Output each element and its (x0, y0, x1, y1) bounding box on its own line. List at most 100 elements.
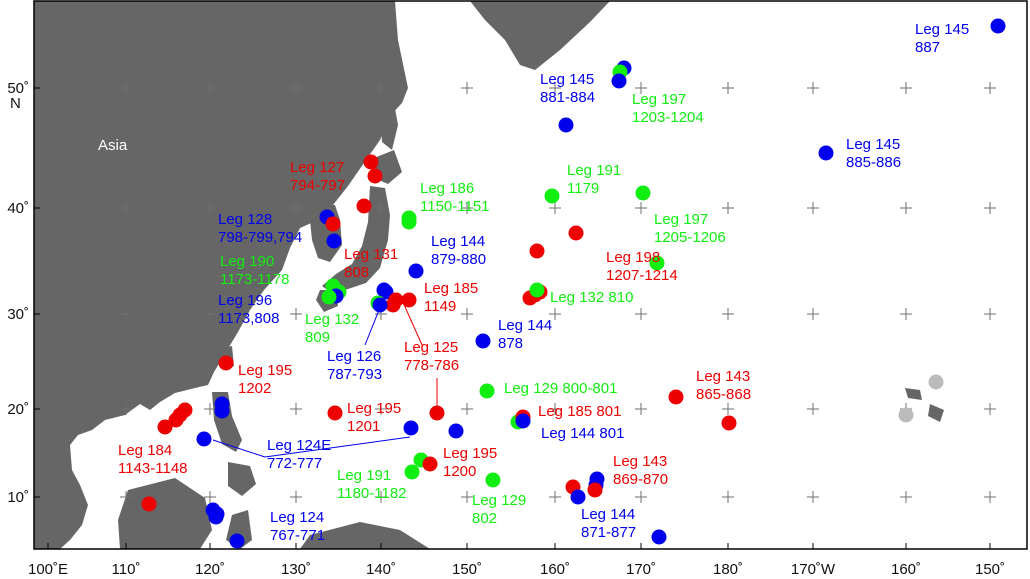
site-marker-blue (196, 431, 212, 447)
site-label: Leg 127 794-797 (290, 159, 345, 194)
y-tick-label: 40˚ (7, 200, 29, 217)
site-marker-green (321, 289, 337, 305)
site-label-line: 879-880 (431, 251, 486, 268)
site-label-line: 1201 (347, 418, 380, 435)
site-marker-red (668, 389, 684, 405)
site-label: Leg 128 798-799,794 (218, 211, 302, 246)
site-label-line: Leg 124E (267, 437, 331, 454)
site-marker-blue (403, 420, 419, 436)
site-label-line: 802 (472, 510, 497, 527)
site-marker-green (485, 472, 501, 488)
site-label-line: Leg 144 (581, 506, 635, 523)
site-label-line: 798-799,794 (218, 229, 302, 246)
site-marker-red (363, 154, 379, 170)
region-label-asia: Asia (98, 137, 128, 154)
y-tick-label: 50˚ (7, 80, 29, 97)
site-marker-blue (378, 284, 394, 300)
site-label-line: Leg 195 (443, 445, 497, 462)
site-label-line: 778-786 (404, 357, 459, 374)
site-label: Leg 124 767-771 (270, 509, 325, 544)
site-label-line: Leg 144 (431, 233, 485, 250)
site-label-line: 1180-1182 (337, 485, 407, 502)
site-label-line: Leg 124 (270, 509, 324, 526)
site-label-line: Leg 198 (606, 249, 660, 266)
site-marker-green (544, 188, 560, 204)
x-tick-label: 160˚ (540, 561, 570, 578)
site-marker-green (635, 185, 651, 201)
site-label-line: 878 (498, 335, 523, 352)
x-axis-tick-labels: 100˚E 110˚ 120˚ 130˚ 140˚ 150˚ 160˚ 170˚ 180˚ 170… (28, 561, 1005, 578)
site-label-line: 1173-1178 (220, 271, 290, 288)
site-label-line: Leg 132 (305, 311, 359, 328)
site-label-line: 809 (305, 329, 330, 346)
site-label: Leg 197 1205-1206 (654, 211, 726, 246)
philippines-mindanao (228, 462, 256, 496)
sakhalin (378, 92, 398, 150)
site-label-line: 1150-1151 (420, 198, 490, 215)
y-axis-unit: N (10, 95, 21, 112)
site-label-line: 1207-1214 (606, 267, 678, 284)
site-label: Leg 129 802 (472, 492, 526, 527)
site-marker-blue (818, 145, 834, 161)
y-tick-label: 30˚ (7, 306, 29, 323)
site-label-line: Leg 145 (540, 71, 594, 88)
site-marker-red (168, 412, 184, 428)
site-label-line: Leg 190 (220, 253, 274, 270)
site-label-line: Leg 145 (915, 21, 969, 38)
site-label: Leg 143 869-870 (613, 453, 668, 488)
site-label: Leg 145 887 (915, 21, 969, 56)
site-label-line: 794-797 (290, 177, 345, 194)
site-label: Leg 196 1173,808 (218, 292, 279, 327)
site-label-line: 1202 (238, 380, 271, 397)
x-tick-label: 110˚ (112, 561, 141, 578)
site-marker-green (404, 464, 420, 480)
site-label: Leg 191 1179 (567, 162, 621, 197)
site-marker-red (422, 456, 438, 472)
y-tick-label: 20˚ (7, 401, 29, 418)
site-label-line: 1205-1206 (654, 229, 726, 246)
axis-ticks (34, 87, 991, 549)
drill-sites (141, 18, 1006, 549)
new-guinea (300, 522, 430, 549)
leader-line (264, 436, 411, 458)
site-label: Leg 144 801 (541, 425, 624, 442)
site-label-line: 1173,808 (218, 310, 279, 327)
site-label-line: Leg 144 801 (541, 425, 624, 442)
site-marker-blue (214, 403, 230, 419)
site-label-line: Leg 144 (498, 317, 552, 334)
site-label-line: 865-868 (696, 386, 751, 403)
site-label: Leg 124E 772-777 (267, 437, 331, 472)
site-label-line: 767-771 (270, 527, 325, 544)
site-marker-green (401, 214, 417, 230)
site-label: Leg 145 885-886 (846, 136, 901, 171)
site-label-line: Leg 129 800-801 (504, 380, 617, 397)
site-label-line: Leg 191 (337, 467, 391, 484)
site-marker-red (327, 405, 343, 421)
site-label: Leg 143 865-868 (696, 368, 751, 403)
site-label: Leg 144 878 (498, 317, 552, 352)
site-label-line: 881-884 (540, 89, 595, 106)
site-marker-blue (475, 333, 491, 349)
site-label-line: 772-777 (267, 455, 322, 472)
site-label-line: Leg 185 801 (538, 403, 621, 420)
site-label: Leg 184 1143-1148 (118, 442, 188, 477)
site-label-line: Leg 197 (632, 91, 686, 108)
site-label: Leg 132 810 (550, 289, 633, 306)
site-marker-red (356, 198, 372, 214)
site-marker-blue (408, 263, 424, 279)
site-label: Leg 190 1173-1178 (220, 253, 290, 288)
site-marker-red (529, 243, 545, 259)
leader-line (212, 439, 266, 458)
site-marker-red (157, 419, 173, 435)
site-marker-red (587, 482, 603, 498)
site-marker-blue (558, 117, 574, 133)
x-tick-label: 100˚E (28, 561, 68, 578)
site-marker-blue (990, 18, 1006, 34)
site-label-line: 1203-1204 (632, 109, 704, 126)
x-tick-label: 120˚ (195, 561, 225, 578)
site-marker-gray (928, 374, 944, 390)
site-marker-red (721, 415, 737, 431)
hawaii (905, 388, 944, 422)
